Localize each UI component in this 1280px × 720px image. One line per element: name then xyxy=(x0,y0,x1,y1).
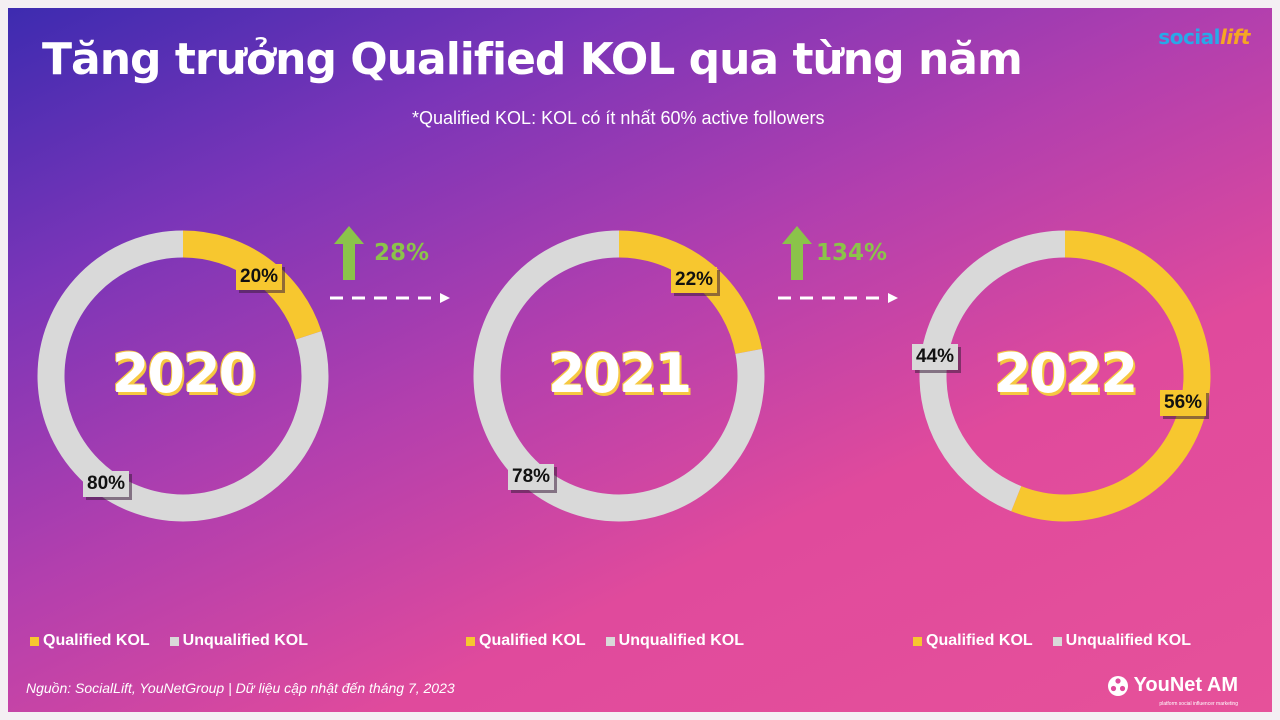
legend-2021: Qualified KOL Unqualified KOL xyxy=(466,632,744,650)
qualified-percent-label: 56% xyxy=(1160,390,1207,416)
unqualified-percent-label: 44% xyxy=(912,344,959,370)
donut-chart-2022: 2022 56% 44% xyxy=(912,226,1215,526)
year-label: 2022 xyxy=(993,342,1138,405)
legend-item-unqualified: Unqualified KOL xyxy=(605,632,744,650)
arrow-up-icon xyxy=(334,226,364,280)
donut-chart-2020: 2020 20% 80% xyxy=(33,226,333,526)
slide: Tăng trưởng Qualified KOL qua từng năm s… xyxy=(8,8,1272,712)
younet-tagline: platform social influencer marketing xyxy=(1159,701,1238,707)
donut-segment-unqualified xyxy=(37,230,329,522)
sociallift-logo: sociallift xyxy=(1158,25,1250,49)
dashed-arrow-icon xyxy=(778,293,898,303)
brand-part1: social xyxy=(1158,25,1221,49)
legend-swatch-qualified xyxy=(466,636,475,646)
legend-item-unqualified: Unqualified KOL xyxy=(1052,632,1191,650)
unqualified-percent-label: 78% xyxy=(508,464,555,490)
legend-2022: Qualified KOL Unqualified KOL xyxy=(913,632,1191,650)
younet-logo: YouNet AM platform social influencer mar… xyxy=(1107,674,1238,707)
legend-label: Qualified KOL xyxy=(479,632,586,649)
legend-item-qualified: Qualified KOL xyxy=(466,632,586,650)
donut-segment-unqualified xyxy=(473,230,765,522)
growth-value: 28% xyxy=(374,240,430,266)
legend-label: Qualified KOL xyxy=(926,632,1033,649)
legend-item-qualified: Qualified KOL xyxy=(30,632,150,650)
dashed-arrow-icon xyxy=(330,293,450,303)
brand-part2: lift xyxy=(1220,25,1250,49)
younet-logo-text: YouNet AM xyxy=(1133,674,1238,696)
unqualified-percent-label: 80% xyxy=(83,471,130,497)
legend-label: Unqualified KOL xyxy=(1065,632,1191,649)
legend-swatch-unqualified xyxy=(1052,636,1062,646)
qualified-percent-label: 20% xyxy=(236,264,283,290)
legend-swatch-qualified xyxy=(913,636,922,646)
legend-item-unqualified: Unqualified KOL xyxy=(169,632,308,650)
donut-chart-2021: 2021 22% 78% xyxy=(469,226,769,526)
year-label: 2021 xyxy=(547,342,692,405)
qualified-percent-label: 22% xyxy=(671,267,718,293)
donut-svg xyxy=(473,230,765,522)
legend-2020: Qualified KOL Unqualified KOL xyxy=(30,632,308,650)
legend-label: Qualified KOL xyxy=(43,632,150,649)
arrow-up-icon xyxy=(782,226,812,280)
legend-swatch-unqualified xyxy=(169,636,179,646)
growth-value: 134% xyxy=(816,240,888,266)
source-note: Nguồn: SocialLift, YouNetGroup | Dữ liệu… xyxy=(26,680,455,696)
legend-swatch-unqualified xyxy=(605,636,615,646)
page-title: Tăng trưởng Qualified KOL qua từng năm xyxy=(42,34,1023,85)
younet-logo-icon xyxy=(1107,675,1128,696)
legend-swatch-qualified xyxy=(30,636,39,646)
donut-svg xyxy=(37,230,329,522)
legend-label: Unqualified KOL xyxy=(618,632,744,649)
donut-svg xyxy=(919,230,1211,522)
definition-note: *Qualified KOL: KOL có ít nhất 60% activ… xyxy=(412,108,825,128)
legend-item-qualified: Qualified KOL xyxy=(913,632,1033,650)
donut-segment-unqualified xyxy=(919,230,1211,522)
legend-label: Unqualified KOL xyxy=(182,632,308,649)
year-label: 2020 xyxy=(111,342,256,405)
